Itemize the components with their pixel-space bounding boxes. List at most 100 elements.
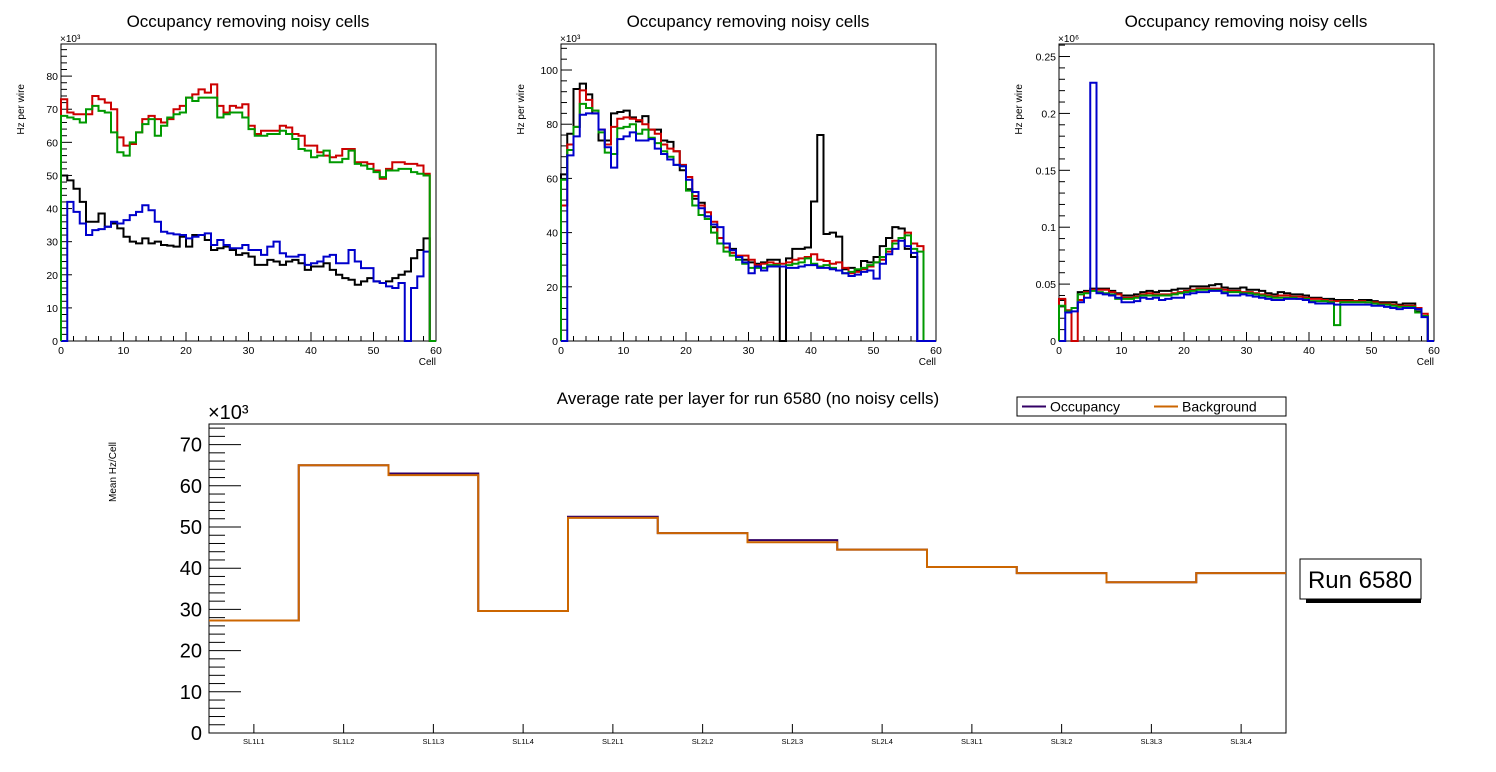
legend-label-background: Background — [1182, 399, 1257, 415]
x-tick-label: 10 — [118, 345, 130, 357]
x-tick-label: 20 — [680, 345, 692, 357]
x-tick-label: 0 — [558, 345, 564, 357]
chart-title: Occupancy removing noisy cells — [627, 12, 870, 31]
x-tick-label: 50 — [1366, 345, 1378, 357]
y-tick-label: 0 — [191, 723, 202, 745]
y-tick-label: 80 — [546, 119, 558, 131]
x-category-label: SL3L4 — [1230, 737, 1252, 746]
y-tick-label: 0.05 — [1036, 279, 1057, 291]
plot-frame — [60, 43, 437, 342]
y-tick-label: 30 — [180, 599, 202, 621]
x-category-label: SL3L3 — [1141, 737, 1163, 746]
plot-frame — [208, 423, 1287, 734]
series-line-red — [60, 83, 436, 342]
x-tick-label: 30 — [743, 345, 755, 357]
x-tick-label: 40 — [1303, 345, 1315, 357]
y-tick-label: 40 — [546, 228, 558, 240]
series-line-blue — [1059, 81, 1434, 342]
run-box — [1299, 558, 1422, 600]
y-tick-label: 50 — [46, 170, 58, 182]
y-tick-label: 100 — [540, 65, 558, 77]
x-category-label: SL2L4 — [871, 737, 893, 746]
histogram-panel-1: Occupancy removing noisy cells ×10³ Hz per… — [16, 12, 442, 368]
chart-title: Average rate per layer for run 6580 (no … — [557, 389, 939, 408]
y-tick-label: 10 — [46, 303, 58, 315]
x-category-label: SL2L1 — [602, 737, 624, 746]
y-tick-label: 50 — [180, 517, 202, 539]
x-category-label: SL2L2 — [692, 737, 714, 746]
x-category-label: SL1L4 — [512, 737, 534, 746]
histogram-panel-3: Occupancy removing noisy cells ×10⁶ Hz per… — [1014, 12, 1440, 368]
legend-frame — [1016, 396, 1287, 417]
y-axis-label: Hz per wire — [1014, 84, 1025, 135]
y-axis-label: Hz per wire — [516, 84, 527, 135]
y-exponent-label: ×10³ — [208, 402, 249, 424]
legend: Occupancy Background — [1016, 396, 1287, 417]
y-tick-label: 0.15 — [1036, 165, 1057, 177]
y-tick-label: 10 — [180, 682, 202, 704]
x-tick-label: 0 — [58, 345, 64, 357]
y-tick-label: 30 — [46, 237, 58, 249]
y-exponent-label: ×10⁶ — [1058, 34, 1079, 45]
y-tick-label: 60 — [180, 476, 202, 498]
series-line-blue — [61, 200, 436, 342]
y-tick-label: 80 — [46, 71, 58, 83]
x-axis-label: Cell — [1417, 357, 1434, 368]
y-tick-label: 70 — [180, 435, 202, 457]
x-category-label: SL3L2 — [1051, 737, 1073, 746]
y-exponent-label: ×10³ — [560, 34, 581, 45]
series-line-background — [209, 464, 1286, 622]
y-tick-label: 0.25 — [1036, 52, 1057, 64]
y-axis-label: Mean Hz/Cell — [108, 442, 119, 502]
x-tick-label: 30 — [1241, 345, 1253, 357]
run-label: Run 6580 — [1308, 567, 1412, 594]
y-tick-label: 70 — [46, 104, 58, 116]
y-tick-label: 0.1 — [1041, 222, 1056, 234]
y-tick-label: 40 — [46, 204, 58, 216]
average-rate-panel: Average rate per layer for run 6580 (no … — [108, 389, 1287, 746]
y-tick-label: 60 — [46, 137, 58, 149]
x-axis-label: Cell — [419, 357, 436, 368]
x-tick-label: 30 — [243, 345, 255, 357]
y-exponent-label: ×10³ — [60, 34, 81, 45]
x-tick-label: 50 — [368, 345, 380, 357]
series-line-green — [60, 96, 436, 342]
x-tick-label: 20 — [180, 345, 192, 357]
run-annotation: Run 6580 — [1299, 558, 1422, 603]
y-tick-label: 0 — [1050, 336, 1056, 348]
series-line-black — [60, 174, 436, 342]
series-line-green — [1058, 288, 1434, 342]
histogram-panel-2: Occupancy removing noisy cells ×10³ Hz per… — [516, 12, 942, 368]
series-line-red — [560, 89, 936, 342]
run-box-shadow — [1306, 599, 1421, 603]
x-tick-label: 60 — [930, 345, 942, 357]
y-tick-label: 0.2 — [1041, 108, 1056, 120]
plot-frame — [560, 43, 937, 342]
x-tick-label: 40 — [305, 345, 317, 357]
x-tick-label: 40 — [805, 345, 817, 357]
y-tick-label: 60 — [546, 173, 558, 185]
x-tick-label: 20 — [1178, 345, 1190, 357]
chart-title: Occupancy removing noisy cells — [127, 12, 370, 31]
x-category-label: SL1L2 — [333, 737, 355, 746]
y-tick-label: 20 — [180, 641, 202, 663]
y-axis-label: Hz per wire — [16, 84, 27, 135]
legend-label-occupancy: Occupancy — [1050, 399, 1120, 415]
y-tick-label: 0 — [52, 336, 58, 348]
y-tick-label: 0 — [552, 336, 558, 348]
chart-title: Occupancy removing noisy cells — [1125, 12, 1368, 31]
x-tick-label: 60 — [430, 345, 442, 357]
y-tick-label: 20 — [46, 270, 58, 282]
x-tick-label: 60 — [1428, 345, 1440, 357]
y-tick-label: 40 — [180, 558, 202, 580]
x-tick-label: 0 — [1056, 345, 1062, 357]
x-tick-label: 10 — [1116, 345, 1128, 357]
x-tick-label: 10 — [618, 345, 630, 357]
x-category-label: SL3L1 — [961, 737, 983, 746]
x-category-label: SL1L1 — [243, 737, 265, 746]
x-category-label: SL2L3 — [782, 737, 804, 746]
y-tick-label: 20 — [546, 282, 558, 294]
x-tick-label: 50 — [868, 345, 880, 357]
x-category-label: SL1L3 — [423, 737, 445, 746]
